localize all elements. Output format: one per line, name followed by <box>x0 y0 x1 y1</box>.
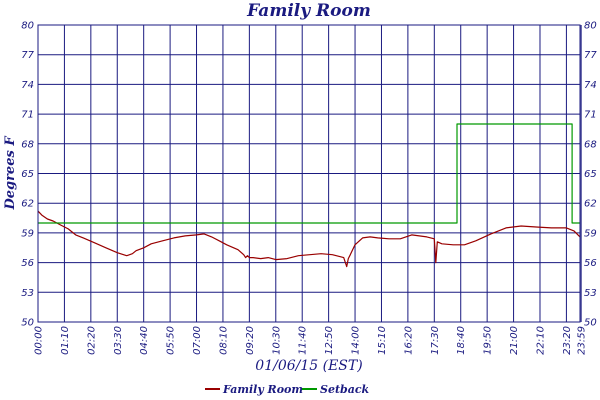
x-tick-label: 02:20 <box>86 326 97 355</box>
y-tick-label-left: 53 <box>21 288 34 299</box>
y-tick-label-left: 77 <box>21 50 34 61</box>
y-tick-label-left: 62 <box>21 199 34 210</box>
y-tick-label-left: 56 <box>21 258 34 269</box>
y-tick-label-right: 74 <box>584 80 597 91</box>
y-tick-label-right: 80 <box>584 21 597 32</box>
y-tick-label-right: 56 <box>584 258 597 269</box>
x-tick-label: 15:10 <box>377 326 388 355</box>
x-tick-label: 23:20 <box>562 326 573 355</box>
x-tick-label: 05:50 <box>166 326 177 355</box>
y-tick-label-right: 62 <box>584 199 597 210</box>
y-tick-label-left: 80 <box>21 21 34 32</box>
legend-label-0: Family Room <box>222 383 303 396</box>
x-tick-label: 12:50 <box>324 326 335 355</box>
x-axis-label: 01/06/15 (EST) <box>255 358 362 374</box>
x-tick-label: 22:10 <box>535 326 546 355</box>
series-line-0 <box>37 210 581 268</box>
x-tick-label: 14:00 <box>351 326 362 355</box>
x-tick-label: 08:10 <box>218 326 229 355</box>
x-tick-label: 10:30 <box>271 326 282 355</box>
y-axis-label: Degrees F <box>3 136 18 211</box>
chart-title: Family Room <box>246 1 371 21</box>
y-tick-label-left: 50 <box>21 318 34 329</box>
plot-frame <box>37 24 581 323</box>
y-tick-label-right: 65 <box>584 169 597 180</box>
x-tick-label: 19:50 <box>483 326 494 355</box>
y-tick-label-left: 68 <box>21 139 34 150</box>
x-tick-label: 04:40 <box>139 326 150 355</box>
y-tick-label-left: 71 <box>21 110 34 121</box>
x-ticks: 00:00 01:10 02:20 03:30 04:40 05:50 07:00 08:10… <box>34 326 588 355</box>
x-tick-label: 21:00 <box>509 326 520 355</box>
x-tick-label: 09:20 <box>245 326 256 355</box>
y-ticks-left: 50 53 56 59 62 65 68 71 74 77 80 <box>21 21 34 329</box>
legend-label-1: Setback <box>320 383 370 396</box>
x-tick-label: 00:00 <box>34 326 45 355</box>
x-tick-label: 17:30 <box>430 326 441 355</box>
x-tick-label: 01:10 <box>60 326 71 355</box>
x-tick-label: 23:59 <box>577 326 588 355</box>
y-tick-label-left: 65 <box>21 169 34 180</box>
x-tick-label: 18:40 <box>456 326 467 355</box>
y-tick-label-left: 59 <box>21 228 34 239</box>
series-line-1 <box>38 123 580 224</box>
y-tick-label-left: 74 <box>21 80 34 91</box>
y-tick-label-right: 53 <box>584 288 597 299</box>
y-ticks-right: 50 53 56 59 62 65 68 71 74 77 80 <box>584 21 597 329</box>
x-tick-label: 03:30 <box>113 326 124 355</box>
y-tick-label-right: 59 <box>584 228 597 239</box>
y-tick-label-right: 68 <box>584 139 597 150</box>
x-tick-label: 11:40 <box>298 326 309 355</box>
legend: Family Room Setback <box>205 383 370 396</box>
x-tick-label: 16:20 <box>403 326 414 355</box>
y-tick-label-right: 77 <box>584 50 597 61</box>
y-tick-label-right: 71 <box>584 110 597 121</box>
y-tick-label-right: 50 <box>584 318 597 329</box>
x-tick-label: 07:00 <box>192 326 203 355</box>
series-layer <box>37 123 581 268</box>
